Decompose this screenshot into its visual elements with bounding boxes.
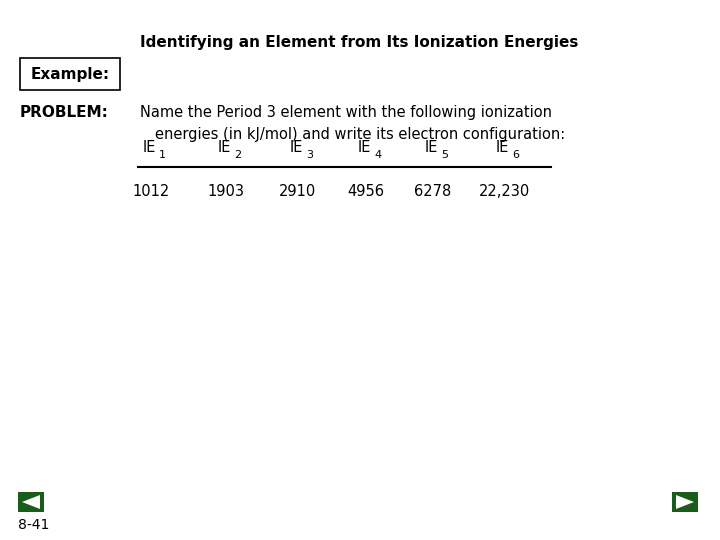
Text: 5: 5 xyxy=(441,150,448,160)
Text: Name the Period 3 element with the following ionization: Name the Period 3 element with the follo… xyxy=(140,105,552,120)
FancyBboxPatch shape xyxy=(18,492,44,512)
Text: 8-41: 8-41 xyxy=(18,518,50,532)
Polygon shape xyxy=(22,495,40,509)
Text: PROBLEM:: PROBLEM: xyxy=(20,105,109,120)
Text: 6278: 6278 xyxy=(415,184,451,199)
FancyBboxPatch shape xyxy=(672,492,698,512)
Text: IE: IE xyxy=(143,140,156,155)
Text: IE: IE xyxy=(358,140,372,155)
Text: IE: IE xyxy=(425,140,438,155)
Text: IE: IE xyxy=(218,140,231,155)
Text: energies (in kJ/mol) and write its electron configuration:: energies (in kJ/mol) and write its elect… xyxy=(155,127,565,142)
Text: 6: 6 xyxy=(512,150,519,160)
Text: IE: IE xyxy=(496,140,509,155)
Text: IE: IE xyxy=(290,140,303,155)
FancyBboxPatch shape xyxy=(20,58,120,90)
Text: 1012: 1012 xyxy=(132,184,170,199)
Text: 2: 2 xyxy=(234,150,241,160)
Text: 2910: 2910 xyxy=(279,184,317,199)
Text: 3: 3 xyxy=(306,150,313,160)
Text: 1: 1 xyxy=(159,150,166,160)
Text: 22,230: 22,230 xyxy=(478,184,530,199)
Text: Identifying an Element from Its Ionization Energies: Identifying an Element from Its Ionizati… xyxy=(140,35,578,50)
Text: 4: 4 xyxy=(374,150,381,160)
Text: 4956: 4956 xyxy=(348,184,384,199)
Text: 1903: 1903 xyxy=(207,184,245,199)
Text: Example:: Example: xyxy=(30,66,109,82)
Polygon shape xyxy=(676,495,694,509)
